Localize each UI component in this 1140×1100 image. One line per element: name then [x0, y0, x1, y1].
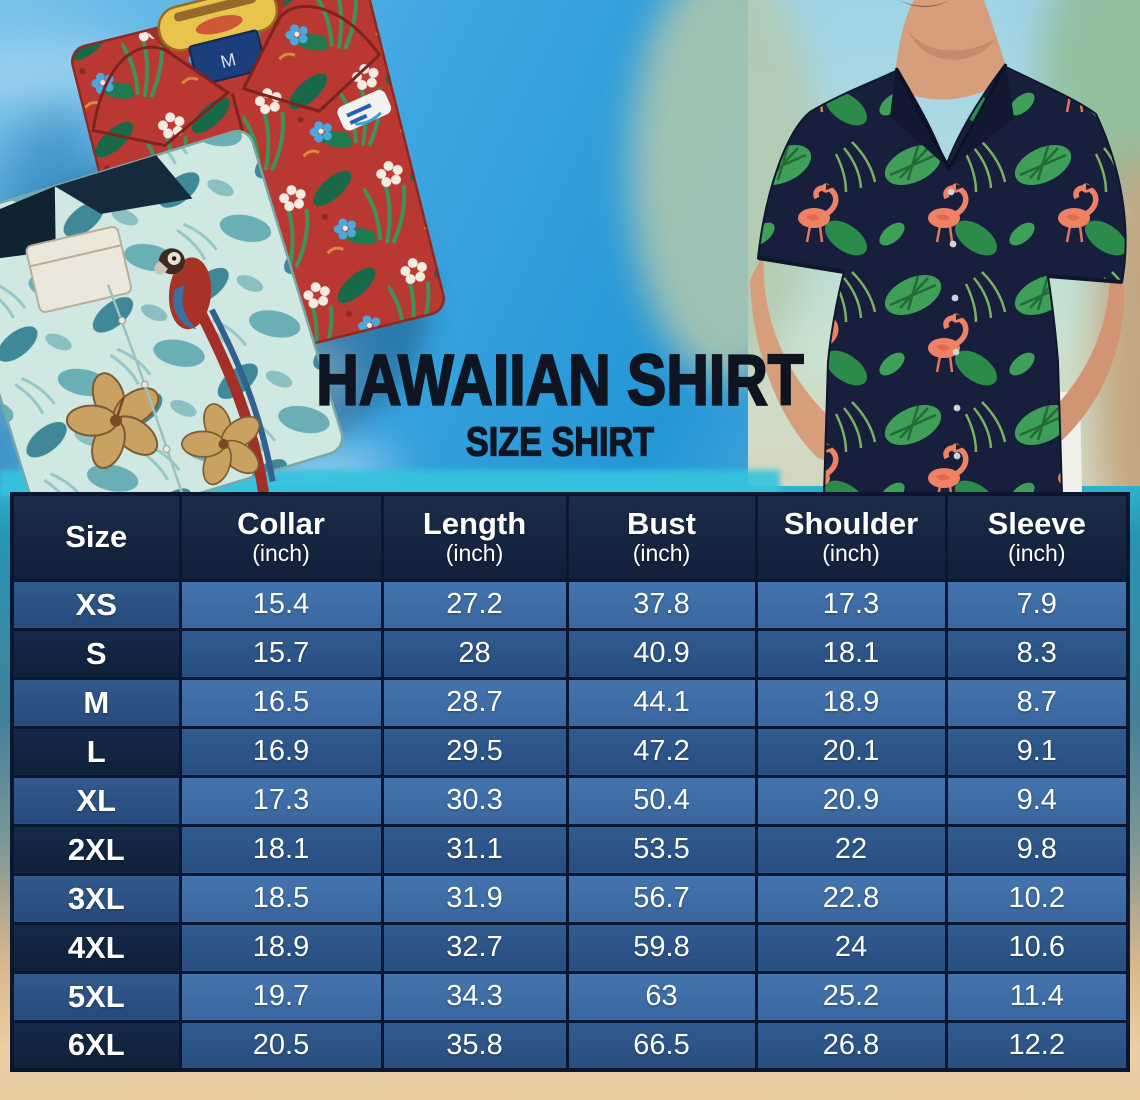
size-value-cell: 34.3 [380, 970, 569, 1023]
size-value-cell: 59.8 [565, 921, 758, 974]
size-value-cell: 66.5 [565, 1019, 758, 1072]
row-size-label: XS [10, 578, 182, 631]
size-value-cell: 18.1 [178, 823, 384, 876]
size-value-cell: 50.4 [565, 774, 758, 827]
table-row-4xl: 4XL 18.9 32.7 59.8 24 10.6 [10, 921, 1130, 974]
size-value-cell: 44.1 [565, 676, 758, 729]
col-header-length: Length (inch) [380, 492, 569, 582]
size-value-cell: 17.3 [178, 774, 384, 827]
size-value-cell: 31.9 [380, 872, 569, 925]
buttons [118, 316, 171, 453]
size-value-cell: 10.6 [944, 921, 1130, 974]
size-value-cell: 31.1 [380, 823, 569, 876]
size-value-cell: 9.4 [944, 774, 1130, 827]
col-header-size: Size [10, 492, 182, 582]
size-value-cell: 30.3 [380, 774, 569, 827]
size-value-cell: 24 [754, 921, 948, 974]
table-row-l: L 16.9 29.5 47.2 20.1 9.1 [10, 725, 1130, 778]
table-row-s: S 15.7 28 40.9 18.1 8.3 [10, 627, 1130, 680]
folded-shirts-photo: M [0, 0, 445, 499]
col-header-sleeve: Sleeve (inch) [944, 492, 1130, 582]
collar-size-tag-label: M [219, 49, 238, 72]
row-size-label: 2XL [10, 823, 182, 876]
row-size-label: 6XL [10, 1019, 182, 1072]
table-row-xl: XL 17.3 30.3 50.4 20.9 9.4 [10, 774, 1130, 827]
size-value-cell: 18.9 [754, 676, 948, 729]
size-value-cell: 26.8 [754, 1019, 948, 1072]
row-size-label: S [10, 627, 182, 680]
size-value-cell: 7.9 [944, 578, 1130, 631]
size-value-cell: 28 [380, 627, 569, 680]
table-header: Size Collar (inch) Length (inch) Bust (i… [10, 492, 1130, 582]
size-value-cell: 27.2 [380, 578, 569, 631]
table-row-6xl: 6XL 20.5 35.8 66.5 26.8 12.2 [10, 1019, 1130, 1072]
size-value-cell: 18.1 [754, 627, 948, 680]
size-value-cell: 63 [565, 970, 758, 1023]
parrot [154, 248, 276, 494]
size-value-cell: 35.8 [380, 1019, 569, 1072]
size-value-cell: 15.7 [178, 627, 384, 680]
table-row-5xl: 5XL 19.7 34.3 63 25.2 11.4 [10, 970, 1130, 1023]
collar-flap-right [948, 64, 1014, 170]
size-value-cell: 18.5 [178, 872, 384, 925]
row-size-label: 5XL [10, 970, 182, 1023]
brand-logo-patch [337, 90, 392, 131]
size-value-cell: 16.9 [178, 725, 384, 778]
teal-hawaiian-shirt [0, 129, 344, 499]
size-value-cell: 53.5 [565, 823, 758, 876]
collar-flap-left [91, 45, 231, 148]
size-value-cell: 18.9 [178, 921, 384, 974]
size-value-cell: 11.4 [944, 970, 1130, 1023]
buttons [947, 188, 961, 460]
size-value-cell: 17.3 [754, 578, 948, 631]
row-size-label: M [10, 676, 182, 729]
size-value-cell: 37.8 [565, 578, 758, 631]
size-value-cell: 28.7 [380, 676, 569, 729]
table-row-3xl: 3XL 18.5 31.9 56.7 22.8 10.2 [10, 872, 1130, 925]
size-value-cell: 29.5 [380, 725, 569, 778]
model-shirt [756, 64, 1127, 494]
size-value-cell: 15.4 [178, 578, 384, 631]
row-size-label: 4XL [10, 921, 182, 974]
size-value-cell: 9.8 [944, 823, 1130, 876]
size-value-cell: 22.8 [754, 872, 948, 925]
size-value-cell: 10.2 [944, 872, 1130, 925]
size-value-cell: 20.9 [754, 774, 948, 827]
row-size-label: XL [10, 774, 182, 827]
size-value-cell: 47.2 [565, 725, 758, 778]
row-size-label: L [10, 725, 182, 778]
hibiscus-flower [65, 372, 160, 469]
collar-dark [54, 155, 193, 214]
size-value-cell: 8.7 [944, 676, 1130, 729]
size-value-cell: 12.2 [944, 1019, 1130, 1072]
size-value-cell: 22 [754, 823, 948, 876]
size-value-cell: 32.7 [380, 921, 569, 974]
model-photo [750, 0, 1127, 494]
size-value-cell: 56.7 [565, 872, 758, 925]
col-header-collar: Collar (inch) [178, 492, 384, 582]
table-row-xs: XS 15.4 27.2 37.8 17.3 7.9 [10, 578, 1130, 631]
size-value-cell: 25.2 [754, 970, 948, 1023]
hibiscus-flower [181, 403, 261, 486]
size-value-cell: 20.5 [178, 1019, 384, 1072]
size-value-cell: 20.1 [754, 725, 948, 778]
row-size-label: 3XL [10, 872, 182, 925]
table-row-2xl: 2XL 18.1 31.1 53.5 22 9.8 [10, 823, 1130, 876]
size-value-cell: 19.7 [178, 970, 384, 1023]
collar-size-tag [188, 29, 267, 86]
size-value-cell: 40.9 [565, 627, 758, 680]
model-neck [894, 0, 1008, 100]
col-header-shoulder: Shoulder (inch) [754, 492, 948, 582]
col-header-bust: Bust (inch) [565, 492, 758, 582]
size-value-cell: 8.3 [944, 627, 1130, 680]
chest-pocket [25, 225, 133, 313]
size-value-cell: 9.1 [944, 725, 1130, 778]
collar-flap-right [241, 5, 382, 113]
size-value-cell: 16.5 [178, 676, 384, 729]
table-row-m: M 16.5 28.7 44.1 18.9 8.7 [10, 676, 1130, 729]
size-chart-table: Size Collar (inch) Length (inch) Bust (i… [10, 492, 1130, 1072]
